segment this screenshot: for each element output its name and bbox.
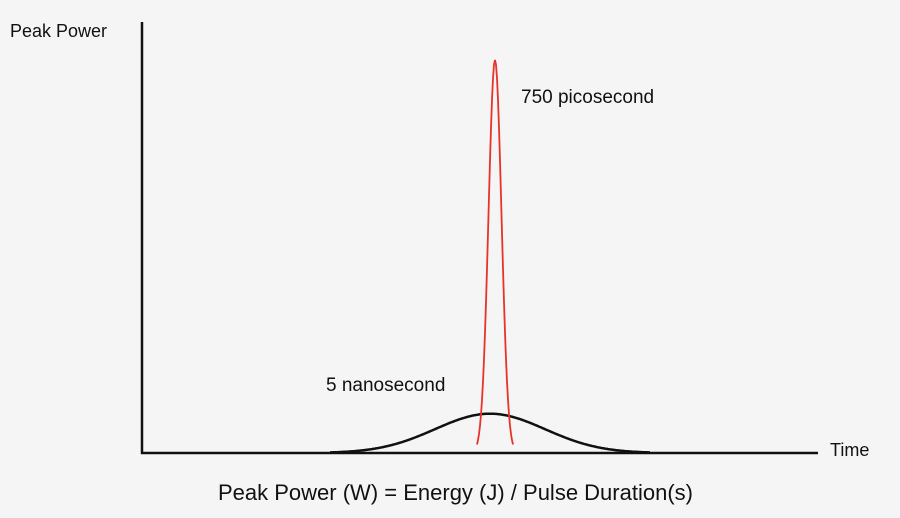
long-pulse-label: 5 nanosecond — [326, 375, 446, 396]
peak-power-formula: Peak Power (W) = Energy (J) / Pulse Dura… — [218, 480, 693, 505]
long-pulse-curve — [330, 412, 650, 454]
x-axis-label: Time — [830, 440, 870, 460]
y-axis-label: Peak Power — [10, 21, 108, 41]
short-pulse-label: 750 picosecond — [521, 87, 655, 108]
short-pulse-curve — [476, 59, 514, 445]
